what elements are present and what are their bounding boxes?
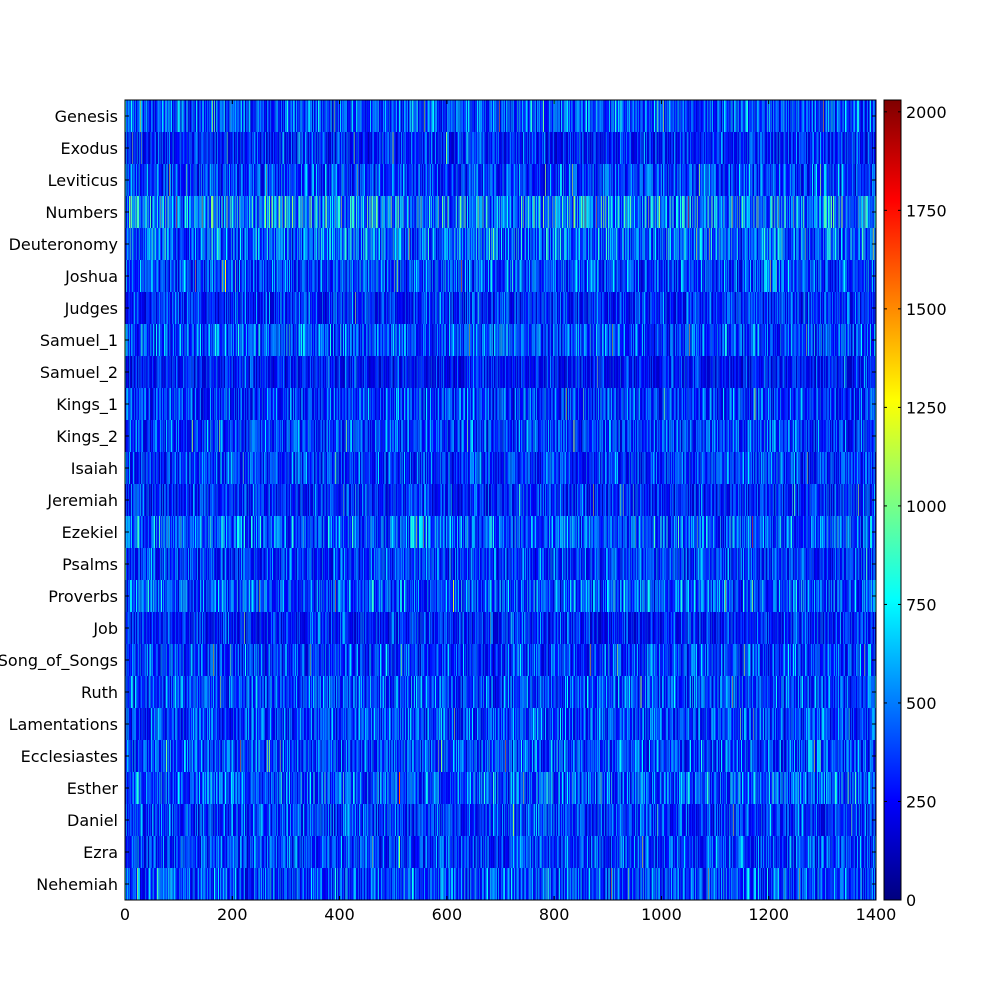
colorbar-tick-label-250: 250 [906,792,937,811]
row-label-psalms: Psalms [62,555,118,574]
heatmap-cells [125,100,876,900]
x-tick-label-1000: 1000 [641,905,682,924]
x-tick-label-200: 200 [217,905,248,924]
row-label-numbers: Numbers [45,203,118,222]
row-label-lamentations: Lamentations [9,715,118,734]
row-label-esther: Esther [67,779,119,798]
heatmap-row-daniel [125,804,876,836]
colorbar-tick-label-1000: 1000 [906,497,947,516]
row-labels: Genesis Exodus Leviticus Numbers Deuteronomy… [0,107,876,894]
heatmap-row-samuel_1 [125,324,876,356]
row-label-song_of_songs: Song_of_Songs [0,651,118,671]
row-label-nehemiah: Nehemiah [36,875,118,894]
colorbar-tick-label-500: 500 [906,694,937,713]
heatmap-row-esther [125,772,876,804]
row-label-judges: Judges [64,299,118,318]
x-tick-label-1400: 1400 [856,905,897,924]
row-label-ezra: Ezra [83,843,118,862]
row-label-daniel: Daniel [67,811,118,830]
heatmap-row-nehemiah [125,868,876,900]
row-label-exodus: Exodus [60,139,118,158]
row-label-isaiah: Isaiah [71,459,118,478]
colorbar-tick-label-1250: 1250 [906,398,947,417]
row-label-leviticus: Leviticus [48,171,118,190]
row-label-joshua: Joshua [64,267,118,286]
colorbar-tick-label-0: 0 [906,891,916,910]
heatmap-row-exodus [125,132,876,164]
x-tick-label-800: 800 [539,905,570,924]
x-tick-label-600: 600 [432,905,463,924]
heatmap-row-lamentations [125,708,876,740]
heatmap-row-proverbs [125,580,876,612]
heatmap-row-ezra [125,836,876,868]
heatmap-row-isaiah [125,452,876,484]
heatmap-row-genesis [125,100,876,132]
x-axis-ticks: 0 200 400 600 800 1000 1200 1400 [120,100,896,924]
row-label-samuel_1: Samuel_1 [40,331,118,351]
heatmap-row-job [125,612,876,644]
heatmap-row-numbers [125,196,876,228]
heatmap-row-psalms [125,548,876,580]
row-label-kings_2: Kings_2 [56,427,118,447]
heatmap-row-deuteronomy [125,228,876,260]
row-label-ezekiel: Ezekiel [62,523,118,542]
heatmap-row-jeremiah [125,484,876,516]
heatmap-row-kings_1 [125,388,876,420]
heatmap-row-leviticus [125,164,876,196]
colorbar [883,99,902,901]
heatmap-row-song_of_songs [125,644,876,676]
colorbar-tick-label-750: 750 [906,595,937,614]
row-label-job: Job [92,619,118,638]
row-label-kings_1: Kings_1 [56,395,118,415]
x-tick-label-1200: 1200 [748,905,789,924]
x-tick-label-0: 0 [120,905,130,924]
colorbar-ticks: 0 250 500 750 1000 1250 1500 1750 2000 [884,103,947,910]
colorbar-tick-label-2000: 2000 [906,103,947,122]
heatmap-row-samuel_2 [125,356,876,388]
heatmap-row-ezekiel [125,516,876,548]
row-label-deuteronomy: Deuteronomy [9,235,118,254]
row-label-samuel_2: Samuel_2 [40,363,118,383]
row-label-ecclesiastes: Ecclesiastes [21,747,118,766]
heatmap-row-joshua [125,260,876,292]
row-label-jeremiah: Jeremiah [46,491,118,510]
heatmap-row-ruth [125,676,876,708]
heatmap-row-kings_2 [125,420,876,452]
heatmap-row-ecclesiastes [125,740,876,772]
colorbar-tick-label-1500: 1500 [906,300,947,319]
row-label-ruth: Ruth [81,683,118,702]
row-label-proverbs: Proverbs [48,587,118,606]
x-tick-label-400: 400 [324,905,355,924]
colorbar-tick-label-1750: 1750 [906,201,947,220]
heatmap-row-judges [125,292,876,324]
row-label-genesis: Genesis [55,107,118,126]
